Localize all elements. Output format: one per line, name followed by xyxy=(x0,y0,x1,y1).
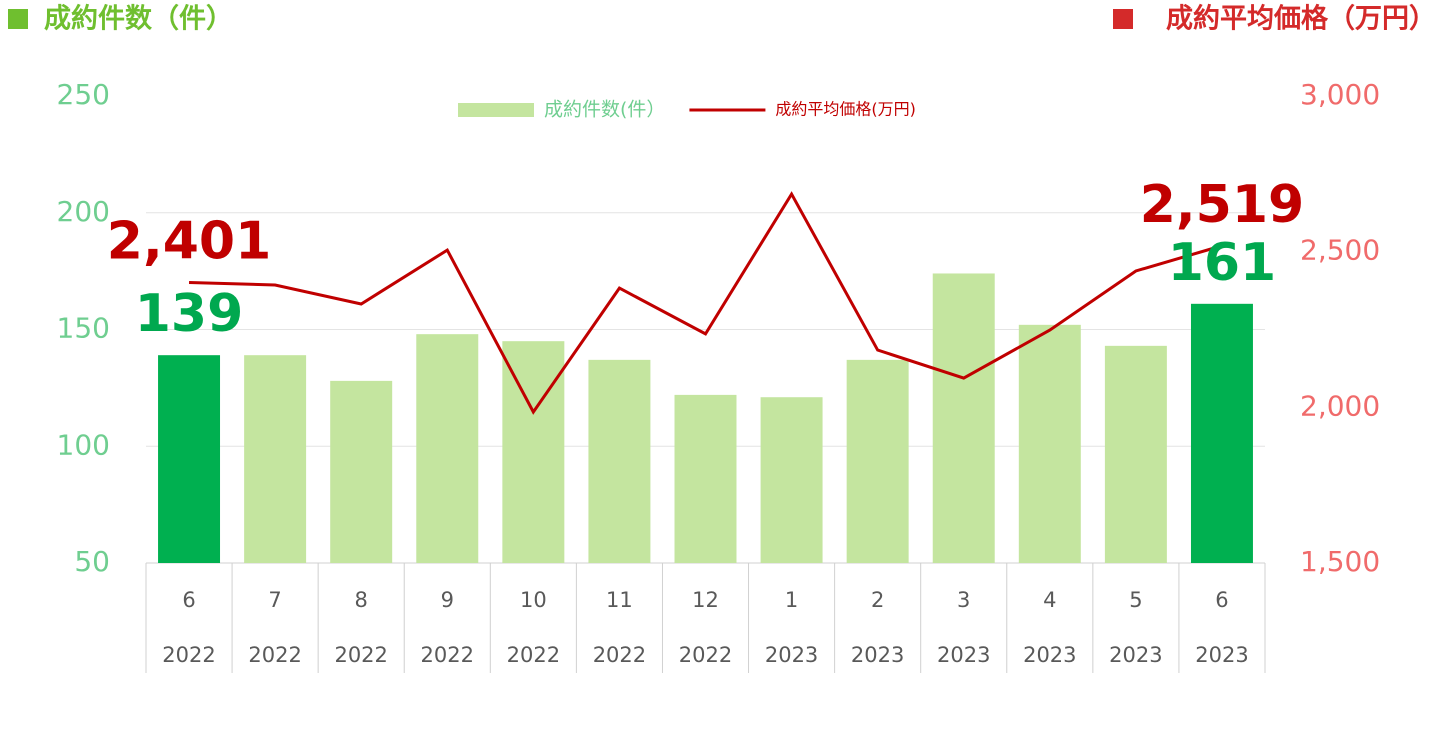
bar xyxy=(1018,324,1081,563)
x-tick-label: 10 xyxy=(520,588,547,612)
x-tick-label: 2 xyxy=(871,588,884,612)
y-tick-label: 100 xyxy=(57,428,110,461)
x-year-label: 2022 xyxy=(248,643,301,667)
bar xyxy=(932,273,995,563)
bar xyxy=(416,334,479,563)
bar xyxy=(846,359,909,563)
data-label: 2,401 xyxy=(107,211,271,271)
y2-tick-label: 2,000 xyxy=(1300,389,1380,422)
right-title-icon xyxy=(1113,9,1133,29)
x-year-label: 2023 xyxy=(1195,643,1248,667)
x-year-label: 2022 xyxy=(593,643,646,667)
x-year-label: 2023 xyxy=(765,643,818,667)
bar xyxy=(674,394,737,563)
x-tick-label: 12 xyxy=(692,588,719,612)
x-tick-label: 9 xyxy=(441,588,454,612)
x-year-label: 2022 xyxy=(421,643,474,667)
legend-label: 成約平均価格(万円) xyxy=(775,100,916,119)
left-axis-title: 成約件数（件） xyxy=(44,3,233,35)
x-year-label: 2023 xyxy=(1023,643,1076,667)
bar xyxy=(1104,345,1167,563)
y2-tick-label: 2,500 xyxy=(1300,234,1380,267)
data-label: 2,519 xyxy=(1140,175,1304,235)
x-year-label: 2023 xyxy=(1109,643,1162,667)
data-label: 161 xyxy=(1168,233,1277,293)
data-label: 139 xyxy=(135,284,244,344)
x-tick-label: 5 xyxy=(1129,588,1142,612)
bar xyxy=(1190,303,1253,563)
x-year-label: 2023 xyxy=(851,643,904,667)
y-tick-label: 150 xyxy=(57,312,110,345)
legend-swatch xyxy=(458,103,534,117)
x-tick-label: 8 xyxy=(355,588,368,612)
bar xyxy=(244,355,307,563)
y-tick-label: 250 xyxy=(57,78,110,111)
bar xyxy=(760,397,823,563)
bar xyxy=(330,380,393,563)
bar xyxy=(158,355,221,563)
x-tick-label: 6 xyxy=(182,588,195,612)
x-tick-label: 7 xyxy=(268,588,281,612)
line xyxy=(188,191,1223,415)
bar xyxy=(588,359,651,563)
x-year-label: 2022 xyxy=(507,643,560,667)
bar xyxy=(502,341,565,563)
x-year-label: 2022 xyxy=(162,643,215,667)
y2-tick-label: 1,500 xyxy=(1300,545,1380,578)
x-tick-label: 4 xyxy=(1043,588,1056,612)
x-tick-label: 11 xyxy=(606,588,633,612)
x-tick-label: 1 xyxy=(785,588,798,612)
x-year-label: 2023 xyxy=(937,643,990,667)
y2-tick-label: 3,000 xyxy=(1300,78,1380,111)
left-title-icon xyxy=(8,9,28,29)
x-year-label: 2022 xyxy=(334,643,387,667)
y-tick-label: 200 xyxy=(57,195,110,228)
legend-label: 成約件数(件） xyxy=(544,99,665,121)
y-tick-label: 50 xyxy=(74,545,110,578)
right-axis-title: 成約平均価格（万円） xyxy=(1166,3,1436,35)
x-tick-label: 3 xyxy=(957,588,970,612)
x-year-label: 2022 xyxy=(679,643,732,667)
x-tick-label: 6 xyxy=(1215,588,1228,612)
